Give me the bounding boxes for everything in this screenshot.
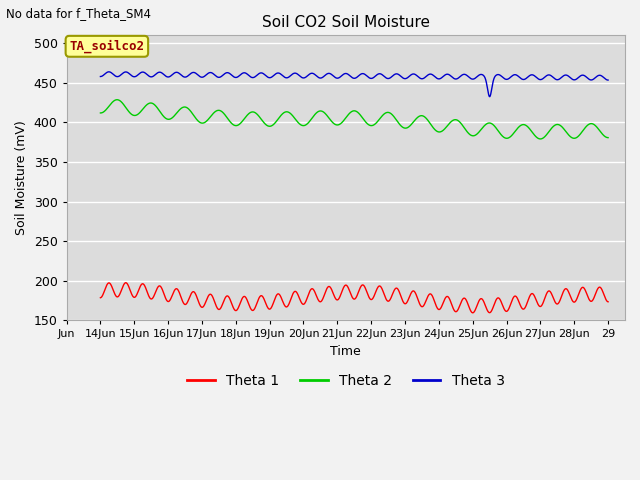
Text: TA_soilco2: TA_soilco2 [69,40,145,53]
Y-axis label: Soil Moisture (mV): Soil Moisture (mV) [15,120,28,235]
Title: Soil CO2 Soil Moisture: Soil CO2 Soil Moisture [262,15,430,30]
Text: No data for f_Theta_SM4: No data for f_Theta_SM4 [6,7,152,20]
X-axis label: Time: Time [330,345,361,358]
Legend: Theta 1, Theta 2, Theta 3: Theta 1, Theta 2, Theta 3 [182,368,510,393]
